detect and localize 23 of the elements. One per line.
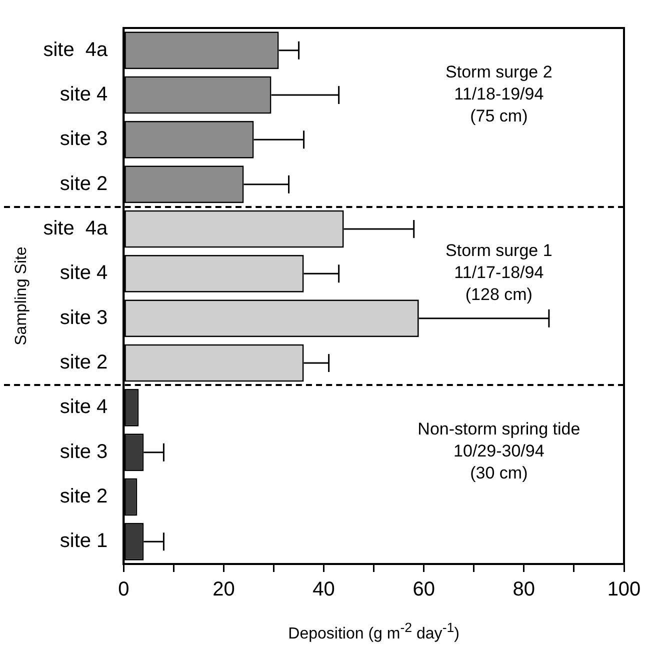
x-tick-label: 0 bbox=[118, 578, 130, 601]
x-tick-label: 20 bbox=[212, 578, 235, 601]
x-tick-label: 60 bbox=[412, 578, 435, 601]
x-tick-label: 100 bbox=[607, 578, 641, 601]
x-tick-label: 40 bbox=[312, 578, 335, 601]
annotation: Non-storm spring tide 10/29-30/94 (30 cm) bbox=[418, 420, 580, 483]
y-tick-label: site 2 bbox=[60, 486, 108, 508]
x-tick-label: 80 bbox=[512, 578, 536, 601]
y-tick-label: site 4a bbox=[43, 218, 109, 240]
y-tick-label: site 4 bbox=[60, 262, 108, 284]
y-tick-label: site 3 bbox=[60, 128, 108, 150]
y-tick-label: site 3 bbox=[60, 440, 108, 463]
annotation: Storm surge 2 11/18-19/94 (75 cm) bbox=[446, 62, 552, 126]
annotation: Storm surge 1 11/17-18/94 (128 cm) bbox=[446, 241, 552, 304]
y-axis-title: Sampling Site bbox=[13, 246, 30, 346]
y-tick-label: site 2 bbox=[60, 172, 108, 195]
x-axis-title: Deposition (g m$^{-2}$ day$^{-1}$) bbox=[287, 620, 460, 644]
y-tick-label: site 4 bbox=[60, 84, 108, 106]
y-tick-label: site 4a bbox=[43, 38, 109, 61]
y-tick-label: site 1 bbox=[60, 530, 108, 552]
y-tick-label: site 4 bbox=[60, 396, 108, 418]
y-tick-label: site 2 bbox=[60, 352, 108, 374]
y-tick-label: site 3 bbox=[60, 306, 108, 329]
